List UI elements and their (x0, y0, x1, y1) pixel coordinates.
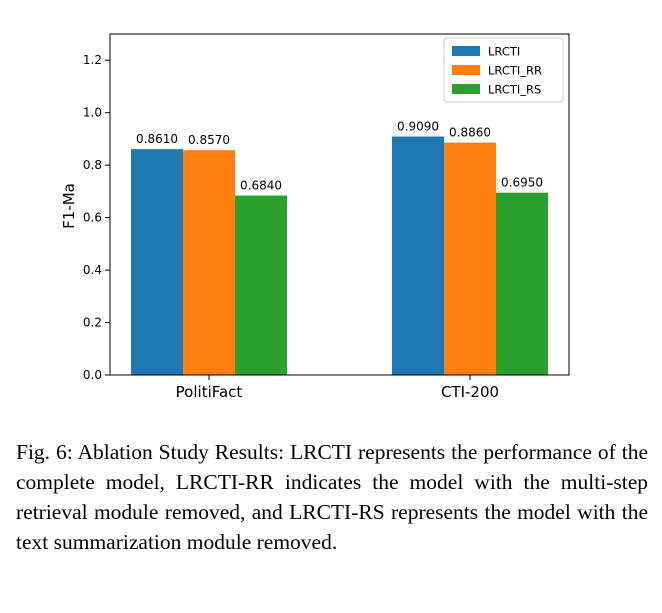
bar-lrcti-rs-cti-200 (496, 192, 548, 375)
y-tick-label: 0.2 (83, 316, 102, 330)
legend-entry: LRCTI (488, 45, 520, 59)
legend-entry: LRCTI_RR (488, 64, 542, 78)
figure-caption: Fig. 6: Ablation Study Results: LRCTI re… (16, 440, 648, 554)
bar-lrcti-rs-politifact (235, 195, 287, 375)
x-category-label: PolitiFact (176, 383, 243, 401)
ablation-bar-chart: 0.8610 0.8570 0.6840 0.9090 0.8860 0.6950 0.0… (60, 33, 570, 401)
legend-swatch (452, 65, 480, 75)
y-tick-label: 1.0 (83, 106, 102, 120)
y-axis-label: F1-Ma (60, 183, 78, 229)
bar-value-label: 0.8570 (188, 133, 230, 147)
bar-lrcti-cti-200 (392, 136, 444, 375)
bar-value-label: 0.6840 (240, 179, 282, 193)
bar-lrcti-rr-cti-200 (444, 142, 496, 375)
bar-value-label: 0.8860 (449, 126, 491, 140)
legend: LRCTI LRCTI_RR LRCTI_RS (443, 37, 564, 103)
y-tick-label: 1.2 (83, 53, 102, 67)
legend-entry: LRCTI_RS (488, 83, 541, 97)
bar-lrcti-rr-politifact (183, 150, 235, 375)
y-tick-label: 0.6 (83, 211, 102, 225)
bar-value-label: 0.8610 (136, 132, 178, 146)
y-tick-label: 0.8 (83, 158, 102, 172)
y-tick-label: 0.4 (83, 263, 102, 277)
bar-value-label: 0.9090 (397, 120, 439, 134)
y-tick-label: 0.0 (83, 368, 102, 382)
x-category-label: CTI-200 (441, 383, 499, 401)
bar-lrcti-politifact (131, 149, 183, 375)
bar-value-label: 0.6950 (501, 176, 543, 190)
plot-frame (109, 33, 570, 376)
legend-swatch (452, 84, 480, 94)
legend-swatch (452, 46, 480, 56)
